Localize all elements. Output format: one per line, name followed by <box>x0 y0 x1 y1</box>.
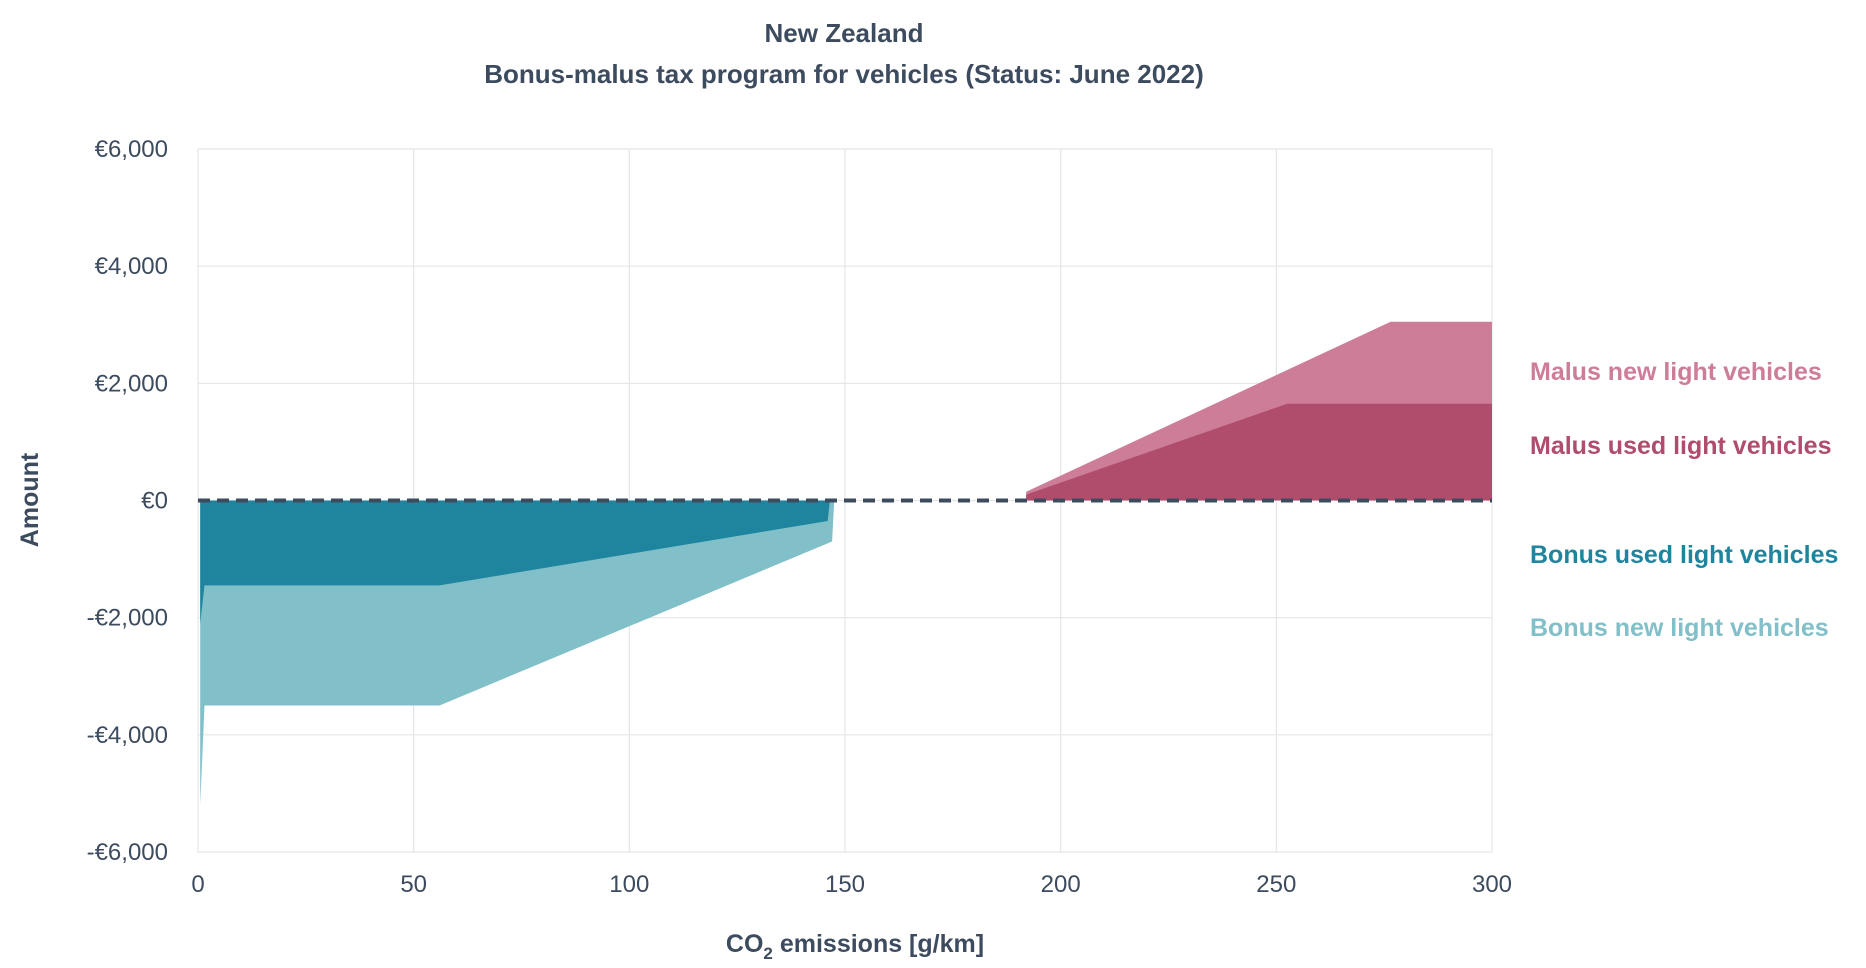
chart-subtitle: Bonus-malus tax program for vehicles (St… <box>484 59 1204 89</box>
legend-label-0: Malus new light vehicles <box>1530 358 1822 386</box>
series-areas <box>200 321 1492 806</box>
chart-title: New Zealand <box>765 18 924 48</box>
series-area-1 <box>200 500 830 624</box>
x-tick-label-6: 300 <box>1472 871 1512 898</box>
y-axis-ticks: €6,000 €4,000 €2,000 €0 -€2,000 -€4,000 -€6,00… <box>87 136 168 866</box>
y-tick-label-3: €0 <box>141 488 168 515</box>
x-axis-label-main: CO <box>726 930 764 958</box>
x-tick-label-4: 200 <box>1041 871 1081 898</box>
x-axis-label-subscript: 2 <box>763 944 772 963</box>
legend-label-2: Bonus used light vehicles <box>1530 541 1838 569</box>
x-tick-label-3: 150 <box>825 871 865 898</box>
y-axis-label: Amount <box>16 452 44 547</box>
y-tick-label-6: -€6,000 <box>87 839 168 866</box>
x-tick-label-0: 0 <box>191 871 204 898</box>
x-tick-label-1: 50 <box>400 871 427 898</box>
y-tick-label-1: €4,000 <box>95 253 168 280</box>
x-tick-label-5: 250 <box>1256 871 1296 898</box>
y-tick-label-4: -€2,000 <box>87 605 168 632</box>
y-tick-label-0: €6,000 <box>95 136 168 163</box>
x-tick-label-2: 100 <box>609 871 649 898</box>
legend: Malus new light vehicles Malus used light… <box>1530 358 1838 642</box>
series-area-3 <box>1026 403 1492 501</box>
y-tick-label-2: €2,000 <box>95 370 168 397</box>
x-axis-label: CO2 emissions [g/km] <box>726 930 984 963</box>
y-tick-label-5: -€4,000 <box>87 722 168 749</box>
x-axis-label-rest: emissions [g/km] <box>773 930 984 958</box>
x-axis-ticks: 0 50 100 150 200 250 300 <box>191 871 1512 898</box>
legend-label-3: Bonus new light vehicles <box>1530 614 1829 642</box>
legend-label-1: Malus used light vehicles <box>1530 432 1831 460</box>
